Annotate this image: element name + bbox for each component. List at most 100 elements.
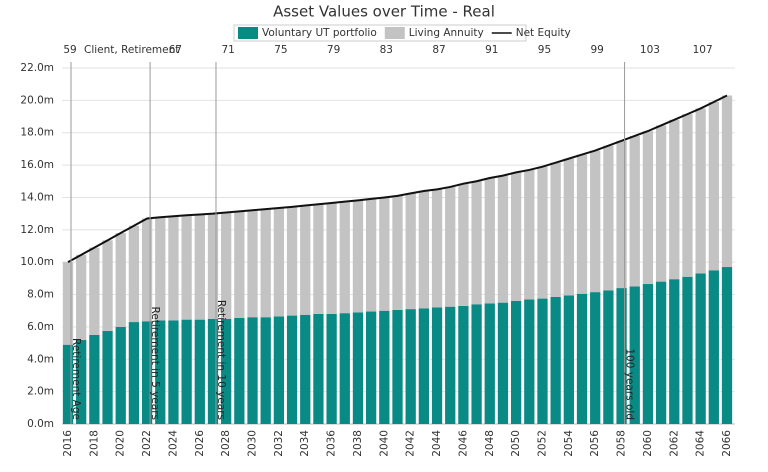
bar-segment bbox=[563, 158, 574, 296]
bar-segment bbox=[128, 225, 140, 323]
bar-segment bbox=[326, 313, 337, 424]
bar-segment bbox=[352, 200, 364, 313]
top-tick-label: 87 bbox=[432, 44, 445, 56]
y-tick-label: 16.0m bbox=[20, 159, 54, 171]
bar-segment bbox=[445, 306, 456, 424]
bar-segment bbox=[207, 213, 219, 319]
bar-segment bbox=[418, 308, 430, 424]
bar-segment bbox=[155, 217, 166, 321]
chart-title: Asset Values over Time - Real bbox=[273, 3, 495, 21]
bar-segment bbox=[695, 273, 706, 424]
bar-segment bbox=[379, 310, 390, 424]
bar-segment bbox=[642, 131, 654, 285]
y-tick-label: 0.0m bbox=[27, 418, 54, 430]
x-tick-label: 2048 bbox=[484, 430, 496, 457]
top-tick-label: 99 bbox=[591, 44, 604, 56]
top-tick-label: 75 bbox=[274, 44, 287, 56]
top-tick-label: 59 bbox=[63, 44, 76, 56]
bar-segment bbox=[445, 186, 456, 307]
x-tick-label: 2020 bbox=[115, 430, 127, 457]
y-tick-label: 2.0m bbox=[27, 386, 54, 398]
bar-segment bbox=[497, 175, 509, 303]
bar-segment bbox=[431, 307, 443, 424]
bar-segment bbox=[155, 320, 166, 424]
bar-segment bbox=[76, 254, 87, 340]
net-equity-line bbox=[67, 94, 728, 264]
bar-segment bbox=[695, 108, 706, 274]
bar-segment bbox=[207, 318, 219, 424]
bar-segment bbox=[682, 114, 693, 277]
bar-segment bbox=[550, 162, 561, 297]
legend-swatch bbox=[238, 27, 258, 39]
bar-segment bbox=[484, 303, 495, 424]
bar-segment bbox=[655, 125, 667, 282]
bar-segment bbox=[273, 316, 285, 424]
y-tick-label: 18.0m bbox=[20, 127, 54, 139]
x-tick-label: 2060 bbox=[642, 430, 654, 457]
bar-segment bbox=[721, 267, 733, 424]
bar-segment bbox=[247, 317, 258, 424]
x-tick-label: 2022 bbox=[141, 430, 153, 457]
bar-segment bbox=[510, 172, 522, 302]
bar-segment bbox=[234, 211, 245, 319]
x-tick-label: 2040 bbox=[378, 430, 390, 457]
bar-segment bbox=[563, 295, 574, 424]
marker-label: 100 years old bbox=[624, 348, 636, 420]
bar-segment bbox=[181, 215, 192, 320]
bar-segment bbox=[616, 288, 627, 424]
bar-segment bbox=[379, 197, 390, 311]
y-tick-label: 12.0m bbox=[20, 224, 54, 236]
x-tick-label: 2028 bbox=[220, 430, 232, 457]
bar-segment bbox=[141, 218, 153, 322]
bar-segment bbox=[471, 304, 482, 424]
bar-segment bbox=[669, 279, 680, 424]
bar-segment bbox=[708, 101, 719, 271]
x-tick-label: 2058 bbox=[616, 430, 628, 457]
bar-segment bbox=[89, 247, 100, 335]
bar-segment bbox=[221, 212, 232, 319]
bar-segment bbox=[576, 154, 588, 294]
bar-segment bbox=[471, 181, 482, 305]
x-tick-label: 2044 bbox=[431, 430, 443, 457]
bar-segment bbox=[286, 315, 298, 424]
bar-segment bbox=[62, 262, 74, 345]
bar-segment bbox=[115, 233, 126, 327]
y-tick-label: 8.0m bbox=[27, 289, 54, 301]
x-tick-label: 2024 bbox=[167, 430, 179, 457]
bar-segment bbox=[655, 281, 667, 424]
bar-segment bbox=[603, 290, 614, 424]
bar-segment bbox=[62, 344, 74, 424]
bar-segment bbox=[642, 284, 654, 424]
bar-segment bbox=[524, 169, 535, 300]
y-tick-label: 6.0m bbox=[27, 321, 54, 333]
y-tick-label: 20.0m bbox=[20, 94, 54, 106]
y-tick-label: 14.0m bbox=[20, 191, 54, 203]
x-tick-label: 2036 bbox=[326, 430, 338, 457]
bar-segment bbox=[629, 135, 640, 287]
bar-segment bbox=[339, 313, 350, 424]
bar-segment bbox=[352, 312, 364, 424]
bar-segment bbox=[524, 299, 535, 424]
top-axis-label: Client, Retirement bbox=[84, 44, 179, 56]
bar-segment bbox=[194, 214, 205, 320]
bar-segment bbox=[168, 320, 179, 424]
x-tick-label: 2016 bbox=[62, 430, 74, 457]
bar-segment bbox=[128, 322, 140, 424]
x-tick-label: 2062 bbox=[668, 430, 680, 457]
bar-segment bbox=[392, 309, 403, 424]
bar-segment bbox=[431, 189, 443, 308]
bar-segment bbox=[458, 183, 469, 306]
bar-segment bbox=[418, 190, 430, 309]
bar-segment bbox=[273, 207, 285, 317]
bar-segment bbox=[115, 326, 126, 424]
bar-segment bbox=[537, 298, 548, 424]
bar-segment bbox=[260, 209, 271, 318]
top-tick-label: 79 bbox=[327, 44, 340, 56]
bar-segment bbox=[405, 309, 416, 424]
x-tick-label: 2032 bbox=[273, 430, 285, 457]
bar-segment bbox=[181, 319, 192, 424]
legend-label: Voluntary UT portfolio bbox=[262, 27, 377, 39]
bar-segment bbox=[168, 216, 179, 321]
bar-segment bbox=[537, 166, 548, 299]
top-tick-label: 103 bbox=[640, 44, 660, 56]
